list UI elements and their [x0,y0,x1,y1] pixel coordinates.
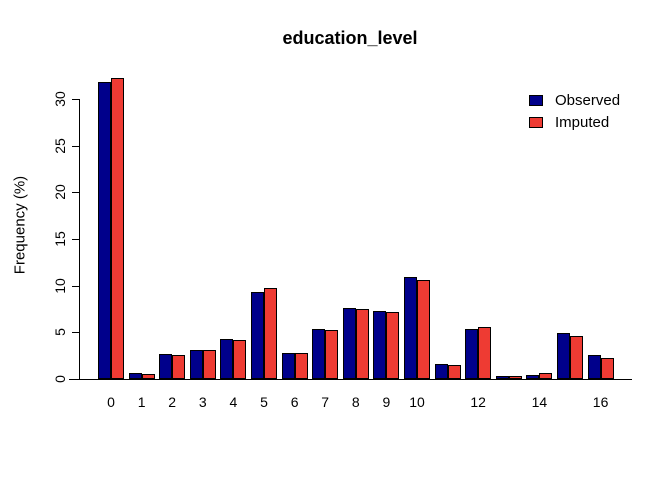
y-tick-mark [72,332,79,333]
x-tick-label: 5 [260,394,268,410]
x-tick-label: 8 [351,394,360,410]
bar-observed-14 [526,375,539,379]
chart-title: education_level [282,28,418,48]
y-tick-label: 10 [52,277,68,294]
bar-imputed-15 [570,336,583,379]
bar-observed-11 [435,364,448,379]
bar-observed-4 [220,339,233,379]
y-tick-mark [72,99,79,100]
bar-imputed-6 [295,353,308,379]
y-axis-line [79,99,80,380]
y-tick-label: 0 [52,375,68,383]
bar-observed-0 [98,82,111,379]
bar-imputed-9 [386,312,399,379]
x-tick-label: 4 [229,394,238,410]
x-tick-label: 3 [198,394,207,410]
bar-imputed-4 [233,340,246,379]
x-tick-label: 6 [290,394,299,410]
y-tick-label: 20 [52,184,68,201]
bar-observed-1 [129,373,142,379]
bar-observed-12 [465,329,478,379]
x-tick-label: 2 [168,394,177,410]
y-axis-label: Frequency (%) [11,175,29,275]
bar-imputed-12 [478,327,491,379]
y-tick-label: 30 [52,91,68,107]
y-tick-mark [72,379,79,380]
x-tick-label: 7 [321,394,330,410]
y-tick-label: 5 [52,328,68,337]
x-tick-label: 16 [592,394,609,410]
bar-imputed-3 [203,350,216,379]
bar-observed-16 [588,355,601,379]
x-tick-label: 12 [470,394,486,410]
y-tick-mark [72,286,79,287]
bar-imputed-13 [509,376,522,379]
y-tick-mark [72,239,79,240]
bar-imputed-1 [142,374,155,379]
bar-imputed-0 [111,78,124,379]
bar-observed-15 [557,333,570,379]
x-tick-label: 9 [382,394,391,410]
bar-imputed-7 [325,330,338,379]
bar-imputed-2 [172,355,185,379]
bar-observed-9 [373,311,386,379]
legend-label-observed: Observed [555,91,621,109]
x-axis-line [69,379,632,380]
bar-imputed-10 [417,280,430,379]
bar-observed-5 [251,292,264,379]
legend-item-imputed: Imputed [529,111,620,133]
bar-observed-7 [312,329,325,379]
bar-observed-8 [343,308,356,379]
y-tick-label: 15 [52,231,68,247]
bar-imputed-5 [264,288,277,379]
x-tick-label: 14 [531,394,548,410]
bar-imputed-16 [601,358,614,379]
observed-swatch-icon [529,94,543,106]
x-tick-label: 0 [107,394,115,410]
y-tick-mark [72,192,79,193]
bar-observed-13 [496,376,509,379]
bar-imputed-11 [448,365,461,379]
y-tick-mark [72,146,79,147]
bar-imputed-14 [539,373,552,379]
bar-observed-10 [404,277,417,379]
imputed-swatch-icon [529,116,543,128]
bar-imputed-8 [356,309,369,379]
bar-observed-2 [159,354,172,379]
legend-item-observed: Observed [529,89,620,111]
bar-observed-3 [190,350,203,379]
legend-label-imputed: Imputed [555,113,610,131]
y-tick-label: 25 [52,137,68,154]
legend: Observed Imputed [529,89,620,133]
x-tick-label: 10 [409,394,425,410]
bar-observed-6 [282,353,295,379]
x-tick-label: 1 [137,394,146,410]
